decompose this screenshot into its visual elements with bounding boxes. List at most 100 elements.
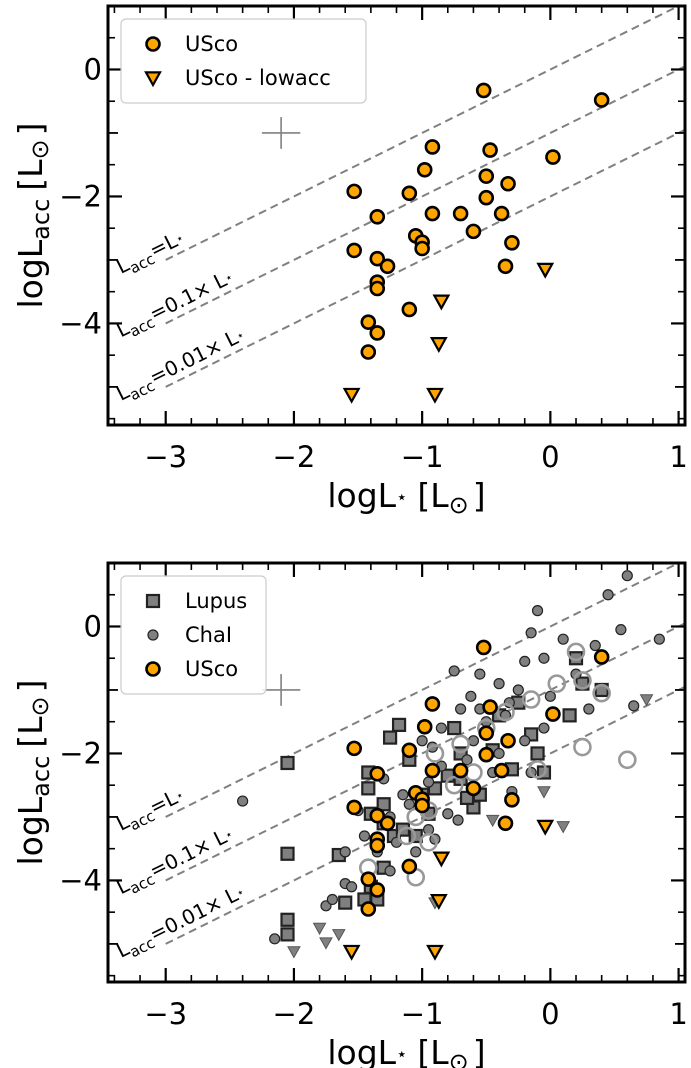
data-point — [538, 722, 550, 734]
data-point — [593, 649, 610, 665]
data-point — [237, 795, 249, 807]
data-point — [500, 175, 516, 192]
data-point — [545, 706, 561, 722]
data-point — [424, 205, 441, 222]
reference-line — [165, 128, 685, 388]
data-point — [382, 730, 398, 745]
data-point — [583, 703, 595, 715]
data-point — [369, 837, 386, 854]
data-point — [467, 735, 480, 747]
data-point — [500, 732, 516, 749]
data-point — [416, 718, 433, 735]
axis-label-sun: ⊙ — [449, 491, 469, 519]
y-tick-label: −2 — [59, 736, 102, 770]
data-point — [621, 570, 633, 582]
data-point — [361, 781, 376, 796]
legend-marker — [145, 661, 161, 677]
data-point — [530, 746, 545, 761]
x-axis-label: logL⋆ [L⊙] — [327, 1033, 485, 1068]
x-tick-label: 0 — [541, 997, 559, 1031]
data-point — [519, 735, 531, 747]
data-point — [410, 846, 422, 858]
data-point — [269, 933, 281, 945]
x-tick-label: −1 — [401, 440, 444, 474]
data-point — [475, 639, 492, 656]
x-axis-label: logL⋆ [L⊙] — [327, 476, 485, 519]
data-point — [360, 344, 377, 360]
data-point — [562, 708, 577, 723]
data-point — [426, 387, 444, 404]
data-point — [414, 240, 430, 257]
data-point — [504, 234, 520, 251]
data-point — [465, 223, 482, 240]
data-point — [461, 754, 473, 766]
data-point — [346, 881, 358, 893]
data-point — [478, 725, 495, 741]
axis-label-part: logL — [327, 1033, 396, 1068]
plot-area — [165, 6, 685, 404]
data-point — [593, 92, 610, 108]
bottom-panel: Lacc=L⋆Lacc=0.1× L⋆Lacc=0.01× L⋆−3 −2 −1 0 1… — [11, 561, 688, 1068]
data-point — [537, 786, 551, 799]
data-point — [346, 740, 362, 757]
top-panel: Lacc=L⋆Lacc=0.1× L⋆Lacc=0.01× L⋆−3 −2 −1 0 1… — [11, 4, 688, 519]
axis-label-part: ] — [473, 1033, 486, 1068]
data-point — [416, 161, 433, 178]
data-point — [435, 722, 447, 734]
reference-line — [165, 622, 685, 882]
data-point — [465, 690, 477, 702]
data-point — [358, 830, 371, 842]
data-point — [432, 294, 451, 311]
legend-marker — [144, 71, 162, 88]
legend-label: USco — [185, 32, 238, 56]
data-point — [360, 871, 377, 887]
axis-label-part: ] — [11, 679, 50, 692]
data-point — [493, 747, 505, 760]
data-point — [478, 189, 495, 206]
data-point — [602, 589, 614, 601]
legend-label: USco — [185, 657, 238, 681]
data-point — [287, 946, 301, 959]
data-point — [342, 944, 361, 961]
data-point — [432, 851, 451, 868]
data-point — [376, 797, 391, 812]
data-point — [538, 652, 550, 664]
data-point — [547, 674, 567, 693]
axis-label-part: ] — [11, 122, 50, 135]
axis-label-part: logL — [11, 796, 50, 865]
data-point — [401, 301, 418, 318]
plot-area — [165, 563, 685, 961]
legend-box — [120, 18, 367, 104]
data-point — [379, 258, 396, 275]
axis-label-subscript: acc — [27, 756, 55, 797]
ticks — [108, 562, 685, 982]
data-point — [512, 684, 524, 696]
axis-label-part: [L — [417, 476, 449, 515]
data-point — [419, 833, 438, 852]
data-point — [455, 703, 467, 715]
series-usco-lowacc — [342, 819, 555, 961]
data-point — [424, 139, 441, 155]
data-point — [442, 808, 454, 820]
data-point — [475, 82, 492, 99]
data-point — [339, 846, 351, 858]
data-point — [573, 737, 592, 757]
data-point — [478, 746, 495, 763]
legend-marker — [145, 593, 161, 609]
data-point — [429, 337, 448, 354]
data-point — [504, 791, 520, 808]
axis-label-part: [L — [11, 716, 50, 748]
data-point — [444, 775, 464, 795]
data-point — [429, 894, 448, 911]
data-point — [426, 944, 444, 961]
data-point — [379, 815, 396, 832]
data-point — [573, 671, 592, 690]
data-point — [617, 750, 637, 770]
data-point — [331, 929, 346, 942]
legend-label: USco - lowacc — [185, 66, 331, 90]
data-point — [326, 893, 338, 906]
x-tick-label: −1 — [401, 997, 444, 1031]
data-point — [414, 797, 430, 814]
data-point — [369, 325, 386, 341]
